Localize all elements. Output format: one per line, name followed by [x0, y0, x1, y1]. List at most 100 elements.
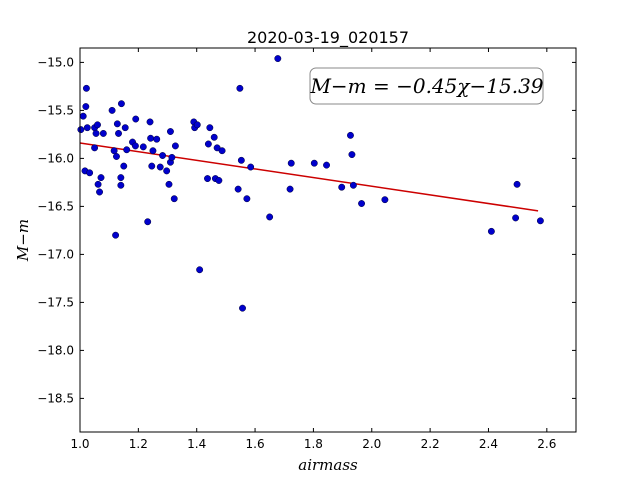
x-axis-label: airmass	[298, 456, 358, 474]
data-point	[310, 159, 318, 167]
data-point	[266, 213, 274, 221]
y-tick-label: −18.0	[37, 343, 74, 357]
data-point	[120, 162, 128, 170]
data-point	[156, 163, 164, 171]
x-tick-label: 2.2	[421, 437, 440, 451]
y-tick-label: −18.5	[37, 391, 74, 405]
fit-annotation: M−m = −0.45χ−15.39	[309, 67, 544, 105]
data-point	[148, 162, 156, 170]
data-point	[204, 175, 211, 183]
data-point	[77, 126, 85, 134]
data-point	[193, 121, 201, 129]
data-point	[247, 163, 255, 171]
data-point	[94, 121, 101, 129]
data-point	[348, 151, 356, 159]
data-point	[338, 183, 346, 191]
data-point	[92, 129, 100, 137]
x-tick-label: 2.4	[479, 437, 498, 451]
y-tick-label: −17.5	[37, 295, 74, 309]
x-tick-label: 2.0	[362, 437, 381, 451]
data-point	[215, 177, 223, 184]
data-point	[113, 153, 120, 160]
data-point	[287, 159, 295, 167]
x-tick-label: 1.0	[70, 437, 89, 451]
data-point	[147, 134, 155, 142]
data-point	[165, 180, 173, 188]
data-points	[77, 55, 544, 312]
data-point	[487, 227, 495, 235]
data-point	[86, 169, 94, 177]
data-point	[117, 174, 125, 182]
data-point	[153, 135, 161, 143]
data-point	[239, 304, 246, 312]
data-point	[123, 146, 131, 154]
data-point	[117, 100, 125, 108]
fit-line	[79, 142, 539, 212]
data-point	[206, 124, 214, 132]
data-point	[117, 181, 125, 189]
annotation-box	[309, 67, 544, 105]
x-tick-label: 1.8	[304, 437, 323, 451]
data-point	[115, 129, 122, 137]
y-tick-label: −17.0	[37, 247, 74, 261]
y-tick-label: −16.0	[37, 151, 74, 165]
data-point	[108, 106, 116, 114]
x-tick-label: 1.6	[246, 437, 265, 451]
data-point	[99, 129, 107, 137]
data-point	[168, 153, 176, 161]
data-point	[171, 142, 179, 150]
data-point	[323, 161, 330, 169]
plot-area	[80, 48, 576, 432]
data-point	[112, 231, 120, 239]
data-point	[349, 181, 357, 189]
data-point	[94, 180, 102, 188]
data-point	[163, 167, 171, 175]
y-tick-label: −15.5	[37, 103, 74, 117]
data-point	[131, 142, 139, 150]
data-point	[83, 124, 91, 132]
data-point	[286, 185, 294, 193]
data-point	[358, 200, 366, 207]
data-point	[97, 174, 105, 182]
data-point	[146, 118, 154, 126]
y-axis-label: M−m	[14, 219, 32, 262]
data-point	[204, 140, 212, 148]
data-point	[170, 195, 178, 203]
data-point	[236, 84, 244, 92]
data-point	[144, 218, 152, 226]
data-point	[218, 147, 226, 155]
data-point	[121, 124, 129, 132]
data-point	[381, 196, 389, 204]
data-point	[149, 147, 157, 155]
data-point	[166, 128, 174, 135]
data-point	[243, 195, 251, 203]
data-point	[91, 144, 99, 152]
data-point	[196, 266, 204, 274]
data-point	[274, 55, 282, 63]
x-tick-label: 2.6	[537, 437, 556, 451]
data-point	[113, 120, 121, 128]
axis-ticks: 1.0 1.2 1.4 1.6 1.8 2.0 2.2 2.4 2.6 −15.0 −15.5 −16…	[37, 48, 576, 451]
data-point	[513, 180, 521, 188]
data-point	[159, 152, 167, 159]
y-tick-label: −16.5	[37, 199, 74, 213]
x-tick-label: 1.2	[129, 437, 148, 451]
data-point	[110, 147, 118, 155]
data-point	[96, 188, 103, 196]
x-tick-label: 1.4	[187, 437, 206, 451]
data-point	[536, 217, 544, 225]
data-point	[234, 185, 242, 193]
data-point	[210, 133, 218, 141]
annotation-text: M−m = −0.45χ−15.39	[309, 74, 543, 98]
data-point	[132, 115, 140, 123]
data-point	[79, 112, 87, 120]
data-point	[82, 84, 90, 92]
plot-frame	[79, 47, 577, 433]
y-tick-label: −15.0	[37, 55, 74, 69]
fit-line-layer	[79, 142, 539, 212]
data-point	[512, 214, 520, 222]
data-point	[237, 156, 245, 164]
data-point	[82, 103, 90, 111]
data-point	[347, 131, 354, 139]
